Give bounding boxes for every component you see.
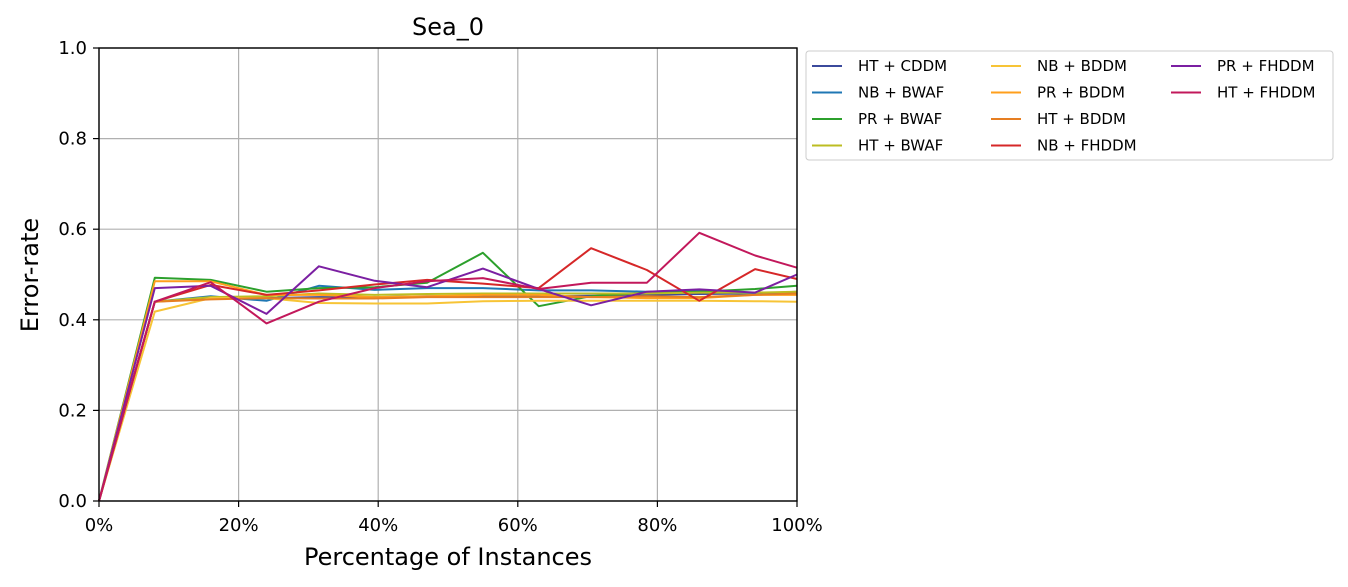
series-line-ht-fhddm [98,231,798,502]
series-line-ht-bddm [98,292,798,502]
legend-label-ht-cddm: HT + CDDM [858,57,947,75]
y-tick-label: 0.6 [58,219,87,240]
chart-title: Sea_0 [412,13,484,41]
grid-lines [98,47,798,502]
y-tick-label: 0.8 [58,129,87,150]
legend-label-ht-bwaf: HT + BWAF [858,137,943,155]
y-tick-label: 0.0 [58,491,87,512]
x-tick-label: 100% [771,515,822,536]
legend-label-pr-bwaf: PR + BWAF [858,110,942,128]
x-tick-label: 60% [498,515,538,536]
x-tick-label: 0% [85,515,114,536]
x-axis-label: Percentage of Instances [304,543,592,571]
legend-label-nb-fhddm: NB + FHDDM [1037,137,1137,155]
series-line-pr-bddm [98,280,797,502]
series-line-pr-fhddm [98,265,798,502]
legend-label-ht-fhddm: HT + FHDDM [1217,84,1316,102]
y-tick-label: 0.4 [58,310,87,331]
legend-label-pr-bddm: PR + BDDM [1037,84,1125,102]
y-tick-label: 1.0 [58,38,87,59]
legend-label-pr-fhddm: PR + FHDDM [1217,57,1315,75]
x-tick-label: 40% [358,515,398,536]
series-lines [98,231,798,502]
y-axis-label: Error-rate [16,218,44,332]
series-line-ht-bwaf [98,290,798,502]
plot-frame [98,47,798,502]
series-line-nb-fhddm [98,247,798,502]
axis-ticks: 0% 20% 40% 60% 80% 100% 0.0 0.2 0.4 0.6 0.8 1.0 [58,38,822,536]
x-tick-label: 80% [637,515,677,536]
legend-label-nb-bddm: NB + BDDM [1037,57,1127,75]
legend-label-ht-bddm: HT + BDDM [1037,110,1126,128]
legend-box [805,50,1334,161]
x-tick-label: 20% [219,515,259,536]
legend: HT + CDDM NB + BWAF PR + BWAF HT + BWAF NB +… [805,50,1334,161]
legend-label-nb-bwaf: NB + BWAF [858,84,944,102]
y-tick-label: 0.2 [58,400,87,421]
series-line-nb-bddm [98,297,798,502]
